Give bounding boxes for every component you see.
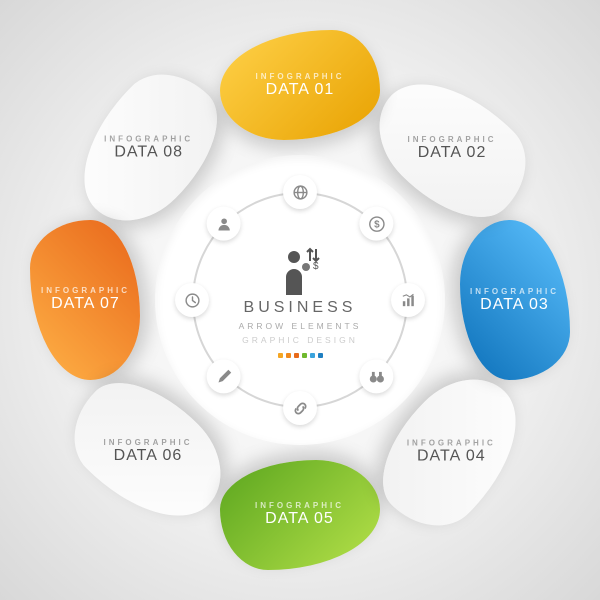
accent-dot	[278, 353, 283, 358]
petal-label: DATA 02	[408, 143, 497, 161]
chart-icon	[391, 283, 425, 317]
petal-label: DATA 07	[41, 296, 130, 314]
petal-label: DATA 03	[471, 296, 560, 314]
petal-sup: INFOGRAPHIC	[256, 72, 345, 81]
petal-label: DATA 04	[408, 448, 497, 466]
accent-dot	[310, 353, 315, 358]
accent-dot	[294, 353, 299, 358]
petal-label: DATA 06	[103, 448, 192, 466]
petal-sup: INFOGRAPHIC	[408, 134, 497, 143]
petal-sup: INFOGRAPHIC	[408, 439, 497, 448]
accent-dot	[286, 353, 291, 358]
center-subtitle: ARROW ELEMENTS	[239, 321, 362, 331]
petal-sup: INFOGRAPHIC	[471, 287, 560, 296]
infographic-radial: INFOGRAPHICDATA 08INFOGRAPHICDATA 07INFO…	[0, 0, 600, 600]
businessman-icon: $	[276, 243, 324, 295]
binoculars-icon	[359, 359, 393, 393]
petal-label: DATA 08	[103, 143, 192, 161]
pencil-icon	[207, 359, 241, 393]
center-title: BUSINESS	[244, 299, 357, 317]
accent-dot	[318, 353, 323, 358]
dollar-icon	[359, 207, 393, 241]
petal-label: DATA 01	[256, 81, 345, 99]
clock-icon	[175, 283, 209, 317]
petal-sup: INFOGRAPHIC	[103, 134, 192, 143]
link-icon	[283, 391, 317, 425]
globe-icon	[283, 175, 317, 209]
center-tagline: GRAPHIC DESIGN	[242, 335, 358, 345]
person-icon	[207, 207, 241, 241]
svg-text:$: $	[313, 261, 319, 272]
accent-dots	[278, 353, 323, 358]
petal-label: DATA 05	[256, 511, 345, 529]
accent-dot	[302, 353, 307, 358]
